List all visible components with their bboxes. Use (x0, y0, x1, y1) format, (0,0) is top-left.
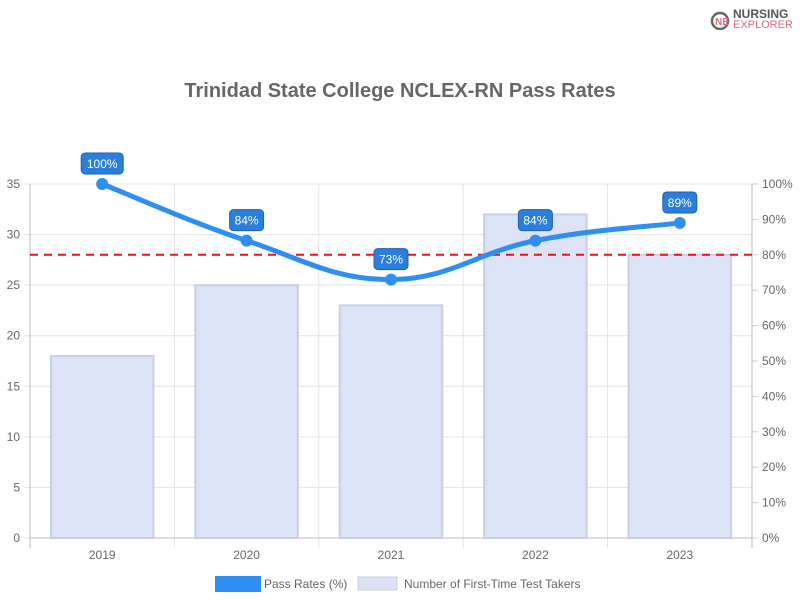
bar-2021 (338, 304, 444, 539)
pass-rate-point-2022 (529, 234, 542, 247)
legend-swatch-pass-rates (215, 576, 261, 592)
right-tick-label: 90% (762, 212, 786, 226)
right-tick-label: 70% (762, 283, 786, 297)
data-label-box (80, 152, 124, 175)
data-label-box (373, 248, 409, 271)
data-label-box (662, 191, 698, 214)
left-tick-label: 20 (7, 329, 21, 343)
logo: NE NURSING EXPLORER (710, 8, 793, 31)
pass-rate-point-2021 (385, 273, 397, 286)
bar-2019 (49, 354, 155, 540)
x-tick-label: 2019 (89, 548, 116, 562)
logo-icon: NE (710, 11, 730, 30)
left-tick-label: 35 (7, 177, 21, 191)
legend-swatch-test-takers (357, 576, 398, 591)
pass-rate-point-2020 (240, 234, 253, 247)
svg-text:NE: NE (715, 17, 729, 28)
x-tick-label: 2022 (522, 548, 549, 562)
right-tick-label: 0% (762, 531, 780, 545)
legend-label-test-takers: Number of First-Time Test Takers (404, 577, 580, 591)
pass-rate-point-2019 (96, 178, 109, 190)
x-tick-label: 2020 (233, 548, 260, 562)
logo-line1: NURSING (733, 7, 789, 21)
left-tick-label: 5 (13, 480, 20, 494)
data-label-box (229, 209, 265, 232)
bar-2020 (194, 284, 299, 539)
right-tick-label: 40% (762, 389, 786, 403)
right-tick-label: 50% (762, 354, 786, 368)
bar-2023 (627, 253, 733, 540)
chart-title: Trinidad State College NCLEX-RN Pass Rat… (184, 80, 616, 102)
left-tick-label: 0 (13, 531, 20, 545)
left-tick-label: 10 (7, 430, 21, 444)
legend-label-pass-rates: Pass Rates (%) (264, 577, 347, 591)
left-tick-label: 25 (7, 278, 21, 292)
bar-2022 (483, 213, 588, 539)
right-tick-label: 30% (762, 425, 786, 439)
left-tick-label: 15 (7, 379, 21, 393)
data-label-box (517, 209, 553, 232)
x-tick-label: 2021 (378, 548, 405, 562)
pass-rate-point-2023 (673, 216, 686, 229)
data-label: 73% (379, 253, 403, 267)
x-tick-label: 2023 (666, 548, 693, 562)
data-label: 84% (235, 214, 259, 228)
right-tick-label: 80% (762, 248, 786, 262)
data-label: 89% (668, 196, 692, 210)
right-tick-label: 100% (762, 177, 793, 191)
left-tick-label: 30 (7, 228, 21, 242)
right-tick-label: 10% (762, 496, 786, 510)
right-tick-label: 60% (762, 319, 786, 333)
data-label: 84% (523, 214, 547, 228)
data-label: 100% (87, 157, 118, 171)
logo-line2: EXPLORER (733, 19, 793, 31)
right-tick-label: 20% (762, 460, 786, 474)
